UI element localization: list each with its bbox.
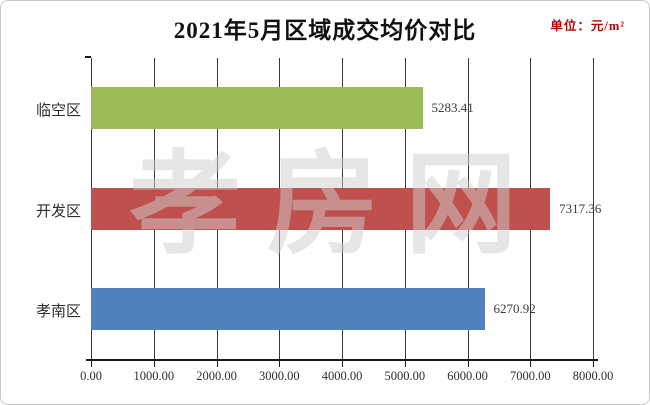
y-axis-top-tick — [85, 56, 91, 58]
bar-value-label: 5283.41 — [431, 100, 474, 116]
x-axis-tick — [530, 361, 532, 367]
x-axis-tick — [153, 361, 155, 367]
x-axis-tick — [404, 361, 406, 367]
x-axis-tick — [342, 361, 343, 367]
x-axis-line — [86, 359, 598, 361]
x-tick-label: 2000.00 — [196, 369, 237, 383]
x-tick-label: 4000.00 — [321, 369, 363, 383]
x-tick-label: 8000.00 — [572, 369, 614, 383]
unit-label: 单位：元/m² — [550, 19, 625, 33]
x-tick-label: 0.00 — [80, 369, 102, 383]
x-tick-label: 6000.00 — [447, 369, 488, 383]
category-label: 临空区 — [35, 103, 81, 120]
chart-title: 2021年5月区域成交均价对比 — [173, 18, 477, 43]
x-tick-label: 1000.00 — [133, 369, 175, 383]
x-tick-label: 5000.00 — [384, 369, 426, 383]
category-label: 开发区 — [35, 203, 81, 220]
x-tick-label: 7000.00 — [509, 369, 551, 383]
x-axis-tick — [216, 361, 218, 367]
gridline — [593, 58, 594, 359]
bar-2 — [91, 187, 551, 230]
category-label: 孝南区 — [35, 303, 81, 320]
x-axis-tick — [467, 361, 469, 367]
bar-value-label: 6270.92 — [493, 300, 536, 316]
bar-3 — [91, 287, 485, 330]
bar-1 — [91, 87, 423, 130]
x-tick-label: 3000.00 — [258, 369, 300, 383]
x-axis-tick — [279, 361, 281, 367]
bar-value-label: 7317.36 — [559, 200, 602, 216]
x-axis-tick — [91, 361, 92, 367]
x-axis-tick — [593, 361, 594, 367]
